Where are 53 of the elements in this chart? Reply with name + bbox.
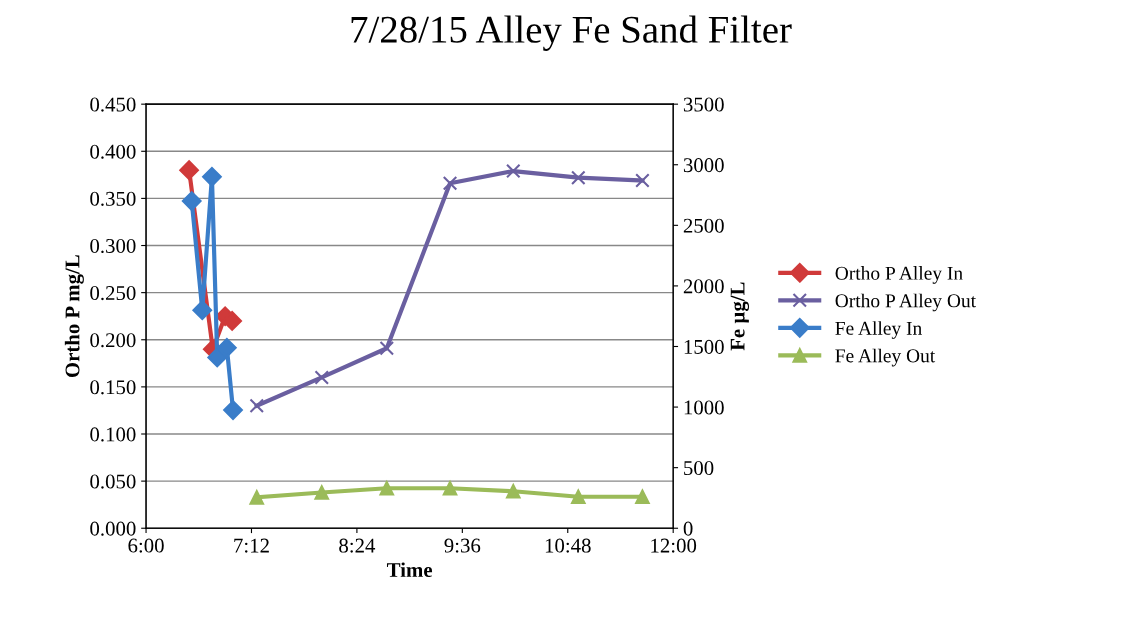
point bbox=[202, 166, 222, 187]
point bbox=[442, 480, 458, 496]
point bbox=[571, 489, 586, 505]
x-tick-label: 8:24 bbox=[339, 538, 376, 553]
y-tick-label: 0.050 bbox=[90, 474, 136, 489]
point bbox=[314, 485, 330, 500]
y-tick-label: 0.100 bbox=[90, 427, 136, 442]
y-tick-label: 0.200 bbox=[90, 333, 136, 348]
y-tick-label: 0.000 bbox=[90, 521, 136, 536]
chart-title: 7/28/15 Alley Fe Sand Filter bbox=[351, 15, 792, 51]
x-tick-label: 9:36 bbox=[444, 538, 481, 553]
legend-label: Ortho P Alley Out bbox=[835, 293, 976, 312]
point bbox=[217, 337, 237, 358]
y2-tick-label: 0 bbox=[683, 521, 693, 536]
point bbox=[181, 191, 202, 211]
x-tick-label: 7:12 bbox=[234, 538, 269, 553]
y-tick-label: 0.150 bbox=[90, 380, 136, 395]
legend-label: Fe Alley Out bbox=[835, 348, 936, 367]
point bbox=[506, 163, 521, 179]
point bbox=[635, 173, 650, 188]
y2-tick-label: 500 bbox=[684, 461, 714, 476]
y-tick-label: 0.350 bbox=[90, 191, 136, 206]
point bbox=[207, 347, 228, 368]
y2-tick-label: 1000 bbox=[684, 400, 724, 415]
x-tick-label: 10:48 bbox=[545, 538, 591, 553]
y-tick-label: 0.450 bbox=[90, 97, 136, 112]
y-tick-label: 0.300 bbox=[90, 238, 136, 254]
y2-tick-label: 2500 bbox=[683, 218, 724, 233]
point bbox=[249, 398, 265, 414]
point bbox=[379, 480, 395, 496]
legend-label: Fe Alley In bbox=[835, 321, 922, 339]
point bbox=[314, 370, 330, 385]
x-tick-label: 6:00 bbox=[128, 538, 164, 553]
point bbox=[223, 400, 243, 420]
y2-axis-title: Fe µg/L bbox=[730, 282, 750, 351]
y-tick-label: 0.250 bbox=[90, 286, 136, 301]
point bbox=[192, 300, 213, 321]
y2-tick-label: 3000 bbox=[683, 158, 724, 173]
point bbox=[379, 340, 395, 356]
y-axis-title: Ortho P mg/L bbox=[64, 255, 84, 378]
point bbox=[442, 176, 458, 191]
y2-tick-label: 2000 bbox=[683, 279, 724, 294]
legend-label: Ortho P Alley In bbox=[835, 266, 963, 284]
y2-tick-label: 3500 bbox=[683, 97, 724, 112]
x-tick-label: 12:00 bbox=[651, 538, 697, 553]
point bbox=[506, 483, 521, 499]
point bbox=[179, 160, 199, 181]
point bbox=[249, 490, 265, 505]
point bbox=[571, 170, 586, 185]
y2-tick-label: 1500 bbox=[684, 339, 724, 354]
y-tick-label: 0.400 bbox=[90, 144, 136, 159]
x-axis-title: Time bbox=[386, 562, 433, 578]
point bbox=[635, 489, 650, 505]
